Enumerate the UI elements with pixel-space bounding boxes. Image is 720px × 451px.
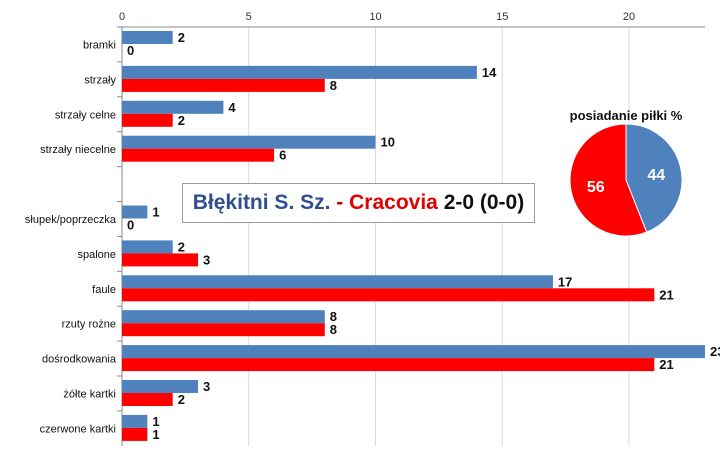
pie-title: posiadanie piłki % [569,108,683,123]
data-label: 0 [127,43,134,58]
data-label: 21 [659,357,673,372]
data-label: 21 [659,287,673,302]
home-bar [122,345,705,359]
data-label: 10 [380,135,394,150]
away-bar [122,113,173,127]
x-tick-label: 0 [119,11,125,23]
data-label: 3 [203,252,210,267]
away-bar [122,393,173,406]
match-title: Błękitni S. Sz. - Cracovia 2-0 (0-0) [182,183,535,223]
home-bar [122,380,199,393]
x-tick-label: 10 [369,11,381,23]
category-label: czerwone kartki [40,423,116,435]
category-label: bramki [83,39,116,51]
away-team-name: Cracovia [349,191,438,214]
home-bar [122,100,224,114]
away-bar [122,288,655,302]
category-label: dośrodkowania [42,354,117,366]
away-bar [122,78,325,92]
pie-slice [625,123,683,233]
pie-label: 44 [647,167,665,184]
home-bar [122,414,148,428]
data-label: 1 [152,427,159,442]
data-label: 23 [710,344,720,359]
data-label: 2 [178,392,185,407]
away-bar [122,427,148,441]
home-bar [122,31,173,44]
away-bar [122,148,275,162]
away-bar [122,253,199,267]
data-label: 1 [152,414,159,429]
category-label: faule [92,284,116,296]
pie-label: 56 [587,179,605,196]
data-label: 8 [330,309,337,324]
data-label: 17 [558,274,572,289]
home-bar [122,135,376,149]
data-label: 6 [279,148,286,163]
data-label: 8 [330,78,337,93]
title-separator: - [336,191,344,214]
home-bar [122,240,173,254]
x-tick-label: 5 [246,11,252,23]
away-bar [122,358,655,372]
data-label: 2 [178,30,185,45]
home-bar [122,275,553,289]
data-label: 3 [203,379,210,394]
category-label: strzały niecelne [40,144,116,156]
data-label: 2 [178,239,185,254]
data-label: 2 [178,113,185,128]
home-bar [122,205,148,219]
home-bar [122,65,477,79]
data-label: 0 [127,218,134,233]
pie-slice [569,123,648,237]
data-label: 4 [228,100,236,115]
away-bar [122,323,325,337]
category-label: spalone [77,249,116,261]
data-label: 14 [482,65,497,80]
category-label: słupek/poprzeczka [25,214,117,226]
category-label: rzuty rożne [62,319,116,331]
data-label: 1 [152,205,159,220]
category-label: żółte kartki [63,388,116,400]
x-tick-label: 15 [496,11,508,23]
category-label: strzały celne [55,109,116,121]
data-label: 8 [330,322,337,337]
x-tick-label: 20 [623,11,635,23]
home-team-name: Błękitni S. Sz. [192,191,331,214]
home-bar [122,310,325,324]
category-label: strzały [84,74,116,86]
match-score: 2-0 (0-0) [443,191,525,214]
